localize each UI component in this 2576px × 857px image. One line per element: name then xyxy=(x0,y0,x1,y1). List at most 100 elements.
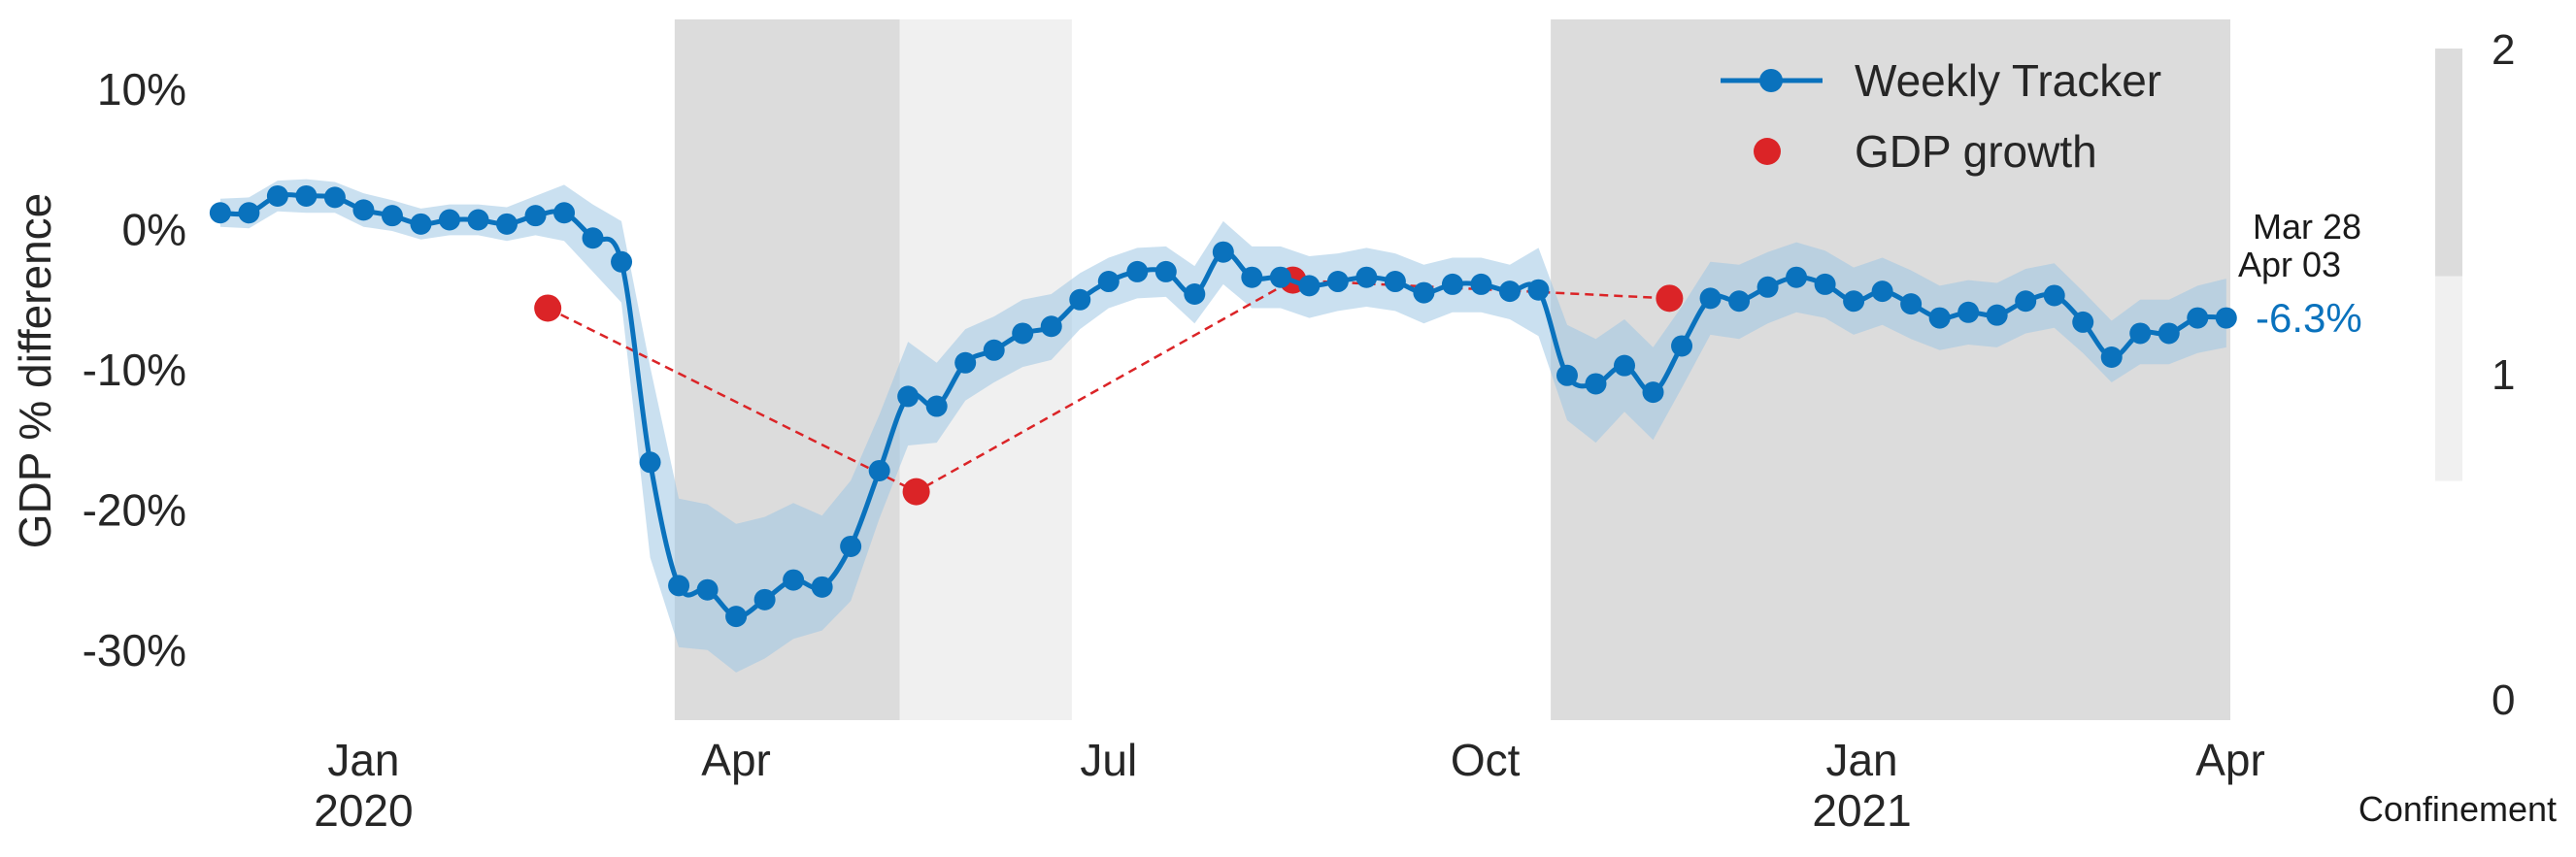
weekly-tracker-point-7 xyxy=(410,213,432,235)
weekly-tracker-point-21 xyxy=(811,576,833,598)
gdp-growth-point-1 xyxy=(902,478,930,506)
weekly-tracker-point-32 xyxy=(1126,260,1149,282)
weekly-tracker-point-48 xyxy=(1585,373,1607,395)
weekly-tracker-point-2 xyxy=(266,184,288,207)
weekly-tracker-point-31 xyxy=(1097,271,1120,293)
weekly-tracker-point-11 xyxy=(524,205,547,227)
weekly-tracker-point-39 xyxy=(1326,271,1349,293)
weekly-tracker-point-60 xyxy=(1928,307,1951,329)
x-tick-year-label: 2020 xyxy=(314,785,413,836)
x-tick-label: Apr xyxy=(701,735,771,785)
last-value-label: -6.3% xyxy=(2256,295,2362,341)
weekly-tracker-point-68 xyxy=(2158,322,2180,345)
weekly-tracker-point-53 xyxy=(1728,290,1751,313)
weekly-tracker-point-36 xyxy=(1241,266,1263,288)
confidence-band xyxy=(219,179,2226,673)
weekly-tracker-point-15 xyxy=(639,451,661,474)
weekly-tracker-point-57 xyxy=(1843,290,1865,313)
weekly-tracker-point-28 xyxy=(1012,322,1034,345)
weekly-tracker-point-54 xyxy=(1756,276,1779,298)
weekly-tracker-point-19 xyxy=(753,588,776,610)
weekly-tracker-point-67 xyxy=(2129,322,2152,345)
x-tick-year-label: 2021 xyxy=(1812,785,1911,836)
legend-gdp-growth-marker xyxy=(1754,138,1781,165)
weekly-tracker-point-25 xyxy=(925,395,948,417)
gdp-growth-line xyxy=(547,279,1670,494)
date-range-start: Mar 28 xyxy=(2253,207,2361,247)
weekly-tracker-point-34 xyxy=(1184,283,1206,306)
legend-weekly-tracker-label: Weekly Tracker xyxy=(1855,55,2161,106)
x-tick-label: Jul xyxy=(1080,735,1137,785)
colorbar-label: Confinement xyxy=(2359,789,2557,829)
legend-weekly-tracker-marker xyxy=(1759,69,1783,92)
weekly-tracker-point-40 xyxy=(1355,266,1378,288)
weekly-tracker-point-44 xyxy=(1470,273,1492,295)
weekly-tracker-point-42 xyxy=(1413,281,1435,304)
weekly-tracker-point-37 xyxy=(1269,266,1291,288)
weekly-tracker-point-66 xyxy=(2100,346,2123,369)
weekly-tracker-point-58 xyxy=(1871,280,1893,303)
weekly-tracker-point-8 xyxy=(438,209,460,231)
weekly-tracker-point-26 xyxy=(954,351,977,374)
weekly-tracker-point-14 xyxy=(611,250,633,273)
weekly-tracker-point-51 xyxy=(1671,335,1693,357)
weekly-tracker-point-29 xyxy=(1040,315,1062,338)
weekly-tracker-point-5 xyxy=(352,199,375,221)
y-tick-label: -10% xyxy=(83,345,186,395)
weekly-tracker-point-62 xyxy=(1986,304,2008,326)
weekly-tracker-point-6 xyxy=(381,205,403,227)
x-tick-label: Oct xyxy=(1451,735,1521,785)
weekly-tracker-point-23 xyxy=(868,459,890,481)
weekly-tracker-point-61 xyxy=(1957,301,1980,323)
last-value-annotation: Mar 28 Apr 03 -6.3% xyxy=(2238,207,2362,341)
weekly-tracker-point-70 xyxy=(2215,307,2237,329)
weekly-tracker-point-52 xyxy=(1699,287,1722,310)
confinement-colorbar: 0 1 2 xyxy=(2435,26,2515,724)
colorbar-segment-2 xyxy=(2435,49,2462,277)
weekly-tracker-point-35 xyxy=(1212,241,1234,263)
weekly-tracker-point-45 xyxy=(1498,280,1521,303)
weekly-tracker-point-22 xyxy=(840,535,862,557)
gdp-growth-point-3 xyxy=(1656,284,1684,313)
weekly-tracker-point-30 xyxy=(1069,288,1091,311)
weekly-tracker-point-10 xyxy=(495,213,518,235)
colorbar-tick-label: 1 xyxy=(2492,351,2515,399)
y-tick-label: 0% xyxy=(122,205,186,255)
weekly-tracker-point-17 xyxy=(696,578,719,601)
weekly-tracker-point-38 xyxy=(1298,275,1321,297)
y-axis-label: GDP % difference xyxy=(10,193,60,549)
weekly-tracker-point-41 xyxy=(1384,271,1406,293)
colorbar-segment-1 xyxy=(2435,276,2462,481)
weekly-tracker-point-4 xyxy=(323,186,346,209)
weekly-tracker-series xyxy=(209,184,2237,628)
weekly-tracker-point-3 xyxy=(295,184,318,207)
x-tick-label: Jan xyxy=(327,735,399,785)
weekly-tracker-point-50 xyxy=(1642,381,1664,404)
y-axis: 10% 0% -10% -20% -30% xyxy=(83,64,186,676)
y-tick-label: -30% xyxy=(83,625,186,676)
weekly-tracker-point-20 xyxy=(783,569,805,591)
weekly-tracker-point-49 xyxy=(1614,354,1636,377)
legend: Weekly Tracker GDP growth xyxy=(1721,55,2161,177)
weekly-tracker-point-43 xyxy=(1441,273,1463,295)
weekly-tracker-point-55 xyxy=(1786,266,1808,288)
weekly-tracker-point-33 xyxy=(1154,260,1177,282)
date-range-end: Apr 03 xyxy=(2238,245,2341,284)
weekly-tracker-point-13 xyxy=(582,227,604,249)
weekly-tracker-point-46 xyxy=(1527,279,1550,301)
weekly-tracker-point-1 xyxy=(238,202,260,224)
weekly-tracker-point-56 xyxy=(1814,273,1836,295)
legend-gdp-growth-label: GDP growth xyxy=(1855,126,2097,177)
weekly-tracker-point-64 xyxy=(2043,284,2065,307)
weekly-tracker-point-63 xyxy=(2015,290,2037,313)
weekly-tracker-point-59 xyxy=(1900,293,1923,315)
weekly-tracker-point-18 xyxy=(725,606,748,628)
weekly-tracker-point-9 xyxy=(467,209,489,231)
weekly-tracker-point-16 xyxy=(668,575,690,597)
colorbar-tick-label: 0 xyxy=(2492,676,2515,724)
weekly-tracker-point-69 xyxy=(2187,307,2209,329)
weekly-tracker-point-65 xyxy=(2072,311,2094,333)
x-tick-label: Apr xyxy=(2195,735,2265,785)
